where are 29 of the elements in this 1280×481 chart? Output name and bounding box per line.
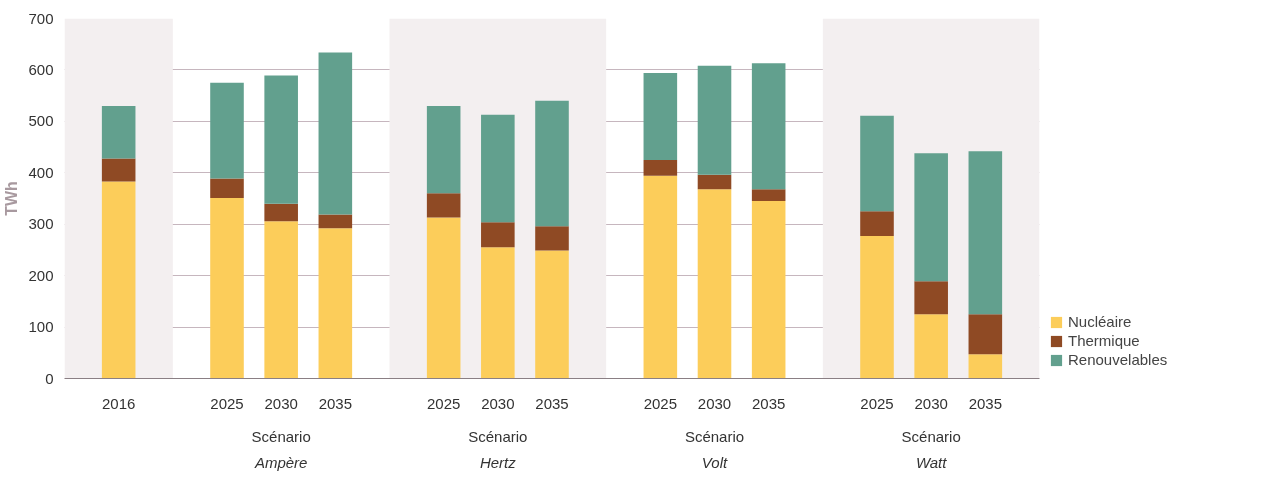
x-tick-label: 2030 <box>264 394 298 412</box>
text: Scénario Ampère <box>251 427 311 471</box>
x-tick-label: 2016 <box>101 394 136 412</box>
legend-label: Thermique <box>1068 332 1140 349</box>
x-tick-label: 2030 <box>697 394 732 412</box>
x-tick-label: 2030 <box>914 394 948 412</box>
y-axis-title: TWh <box>3 181 21 216</box>
text: Scénario Volt <box>684 427 745 471</box>
text: Scénario Hertz <box>468 427 528 471</box>
y-tick-label: 200 <box>28 266 54 284</box>
y-tick-label: 0 <box>45 369 54 387</box>
y-tick-label: 500 <box>28 112 54 130</box>
x-tick-label: 2035 <box>535 394 569 412</box>
x-tick-label: 2025 <box>643 394 678 412</box>
y-tick-label: 400 <box>28 163 54 181</box>
x-tick-label: 2030 <box>481 394 515 412</box>
x-tick-label: 2025 <box>210 394 244 412</box>
text: Scénario Watt <box>901 427 961 471</box>
x-tick-label: 2025 <box>426 394 461 412</box>
x-tick-label: 2035 <box>318 394 353 412</box>
legend-label: Nucléaire <box>1068 313 1132 330</box>
x-tick-label: 2035 <box>968 394 1003 412</box>
y-tick-label: 300 <box>28 215 54 233</box>
y-tick-label: 100 <box>28 318 54 336</box>
legend-label: Renouvelables <box>1068 351 1168 368</box>
x-tick-label: 2035 <box>751 394 786 412</box>
y-tick-label: 600 <box>28 60 54 78</box>
x-tick-label: 2025 <box>860 394 894 412</box>
y-tick-label: 700 <box>28 9 54 27</box>
